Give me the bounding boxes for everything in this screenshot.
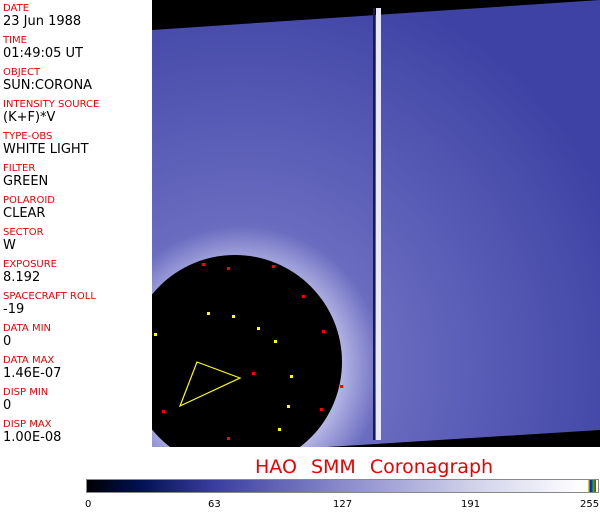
- field-label: OBJECT: [3, 67, 41, 78]
- pylon-streak: [376, 8, 381, 440]
- field-value: 0: [3, 398, 12, 413]
- colorbar-tick: 63: [208, 499, 221, 510]
- field-value: GREEN: [3, 174, 49, 189]
- field-label: TYPE-OBS: [3, 131, 53, 142]
- colorbar: [86, 479, 599, 493]
- field-label: SPACECRAFT ROLL: [3, 291, 96, 302]
- field-value: CLEAR: [3, 206, 46, 221]
- metadata-panel: DATE 23 Jun 1988 TIME 01:49:05 UT OBJECT SUN:…: [0, 0, 153, 447]
- colorbar-tick: 0: [85, 499, 92, 510]
- occulter-disk: [152, 255, 342, 447]
- field-value: (K+F)*V: [3, 110, 56, 125]
- field-label: DATE: [3, 3, 30, 14]
- field-value: W: [3, 238, 16, 253]
- field-label: EXPOSURE: [3, 259, 58, 270]
- field-label: DATA MIN: [3, 323, 51, 334]
- field-value: 1.00E-08: [3, 430, 62, 445]
- field-value: 0: [3, 334, 12, 349]
- field-value: 01:49:05 UT: [3, 46, 83, 61]
- colorbar-tick: 191: [461, 499, 481, 510]
- field-value: WHITE LIGHT: [3, 142, 89, 157]
- field-value: SUN:CORONA: [3, 78, 93, 93]
- colorbar-special-colors: [588, 480, 596, 492]
- field-label: SECTOR: [3, 227, 44, 238]
- field-label: DATA MAX: [3, 355, 55, 366]
- field-value: 8.192: [3, 270, 41, 285]
- coronagraph-image: [152, 0, 600, 447]
- field-label: DISP MIN: [3, 387, 49, 398]
- field-label: FILTER: [3, 163, 36, 174]
- field-value: 23 Jun 1988: [3, 14, 82, 29]
- field-value: 1.46E-07: [3, 366, 62, 381]
- field-label: DISP MAX: [3, 419, 52, 430]
- field-label: INTENSITY SOURCE: [3, 99, 100, 110]
- yellow-marker: [178, 361, 242, 408]
- field-value: -19: [3, 302, 25, 317]
- colorbar-tick: 255: [580, 499, 600, 510]
- colorbar-tick: 127: [333, 499, 353, 510]
- field-label: TIME: [3, 35, 28, 46]
- instrument-title: HAO SMM Coronagraph: [255, 456, 494, 478]
- field-label: POLAROID: [3, 195, 56, 206]
